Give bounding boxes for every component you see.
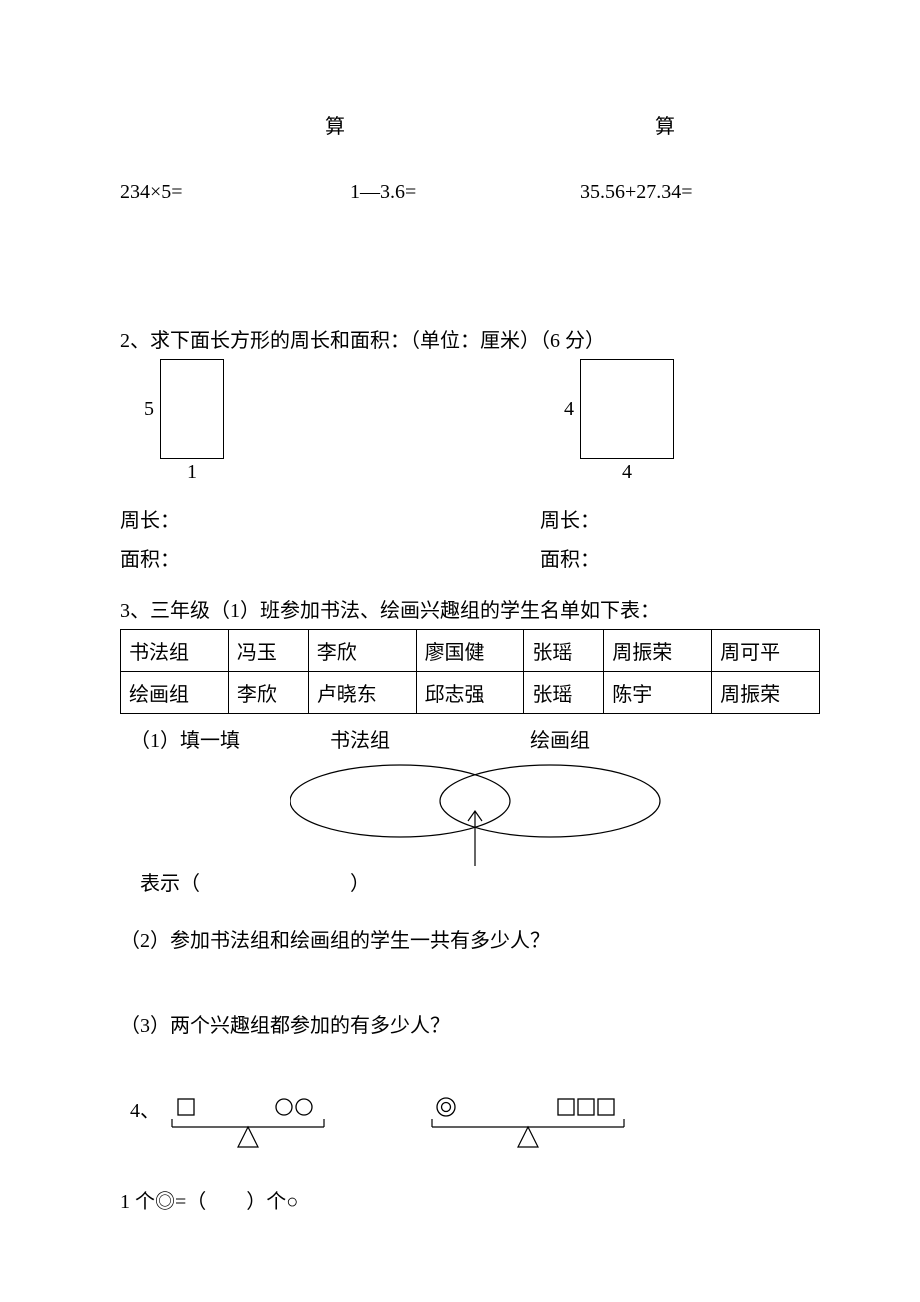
rect1-bottom-label: 1 — [160, 461, 224, 484]
table-cell: 张瑶 — [524, 672, 604, 714]
q4-equation: 1 个◎=（ ）个○ — [120, 1185, 820, 1214]
q3-sub1-label: （1）填一填 — [120, 724, 330, 753]
table-cell: 书法组 — [121, 630, 229, 672]
equation-1: 234×5= — [120, 181, 350, 204]
blank-space — [205, 873, 345, 895]
header-char-2: 算 — [550, 110, 780, 139]
table-cell: 周可平 — [712, 630, 820, 672]
venn-ellipse-right — [440, 765, 660, 837]
venn-diagram — [290, 761, 690, 871]
rect2-bottom-label: 4 — [580, 461, 674, 484]
blank-suffix: ） — [350, 873, 370, 895]
q4-prefix: 4、 — [130, 1094, 164, 1153]
balance-1 — [164, 1097, 334, 1153]
table-cell: 冯玉 — [228, 630, 308, 672]
circle-icon — [276, 1099, 292, 1115]
rect1-perimeter: 周长： — [120, 504, 540, 533]
venn-ellipse-left — [290, 765, 510, 837]
rect2-perimeter: 周长： — [540, 504, 600, 533]
blank-prefix: 表示（ — [140, 873, 200, 895]
venn-right-label: 绘画组 — [530, 724, 590, 753]
table-cell: 周振荣 — [604, 630, 712, 672]
q3-sub3: （3）两个兴趣组都参加的有多少人？ — [120, 1009, 820, 1038]
triangle-icon — [518, 1127, 538, 1147]
square-icon — [178, 1099, 194, 1115]
table-cell: 李欣 — [308, 630, 416, 672]
names-table: 书法组 冯玉 李欣 廖国健 张瑶 周振荣 周可平 绘画组 李欣 卢晓东 邱志强 … — [120, 629, 820, 714]
table-cell: 李欣 — [228, 672, 308, 714]
table-cell: 邱志强 — [416, 672, 524, 714]
circle-icon — [296, 1099, 312, 1115]
table-cell: 廖国健 — [416, 630, 524, 672]
table-cell: 绘画组 — [121, 672, 229, 714]
triangle-icon — [238, 1127, 258, 1147]
square-icon — [578, 1099, 594, 1115]
rectangle-1 — [160, 359, 224, 459]
venn-blank-row: 表示（ ） — [120, 867, 820, 896]
balance-2 — [424, 1097, 634, 1153]
table-cell: 周振荣 — [712, 672, 820, 714]
rectangle-2 — [580, 359, 674, 459]
rect1-side-label: 5 — [120, 398, 160, 421]
q3-sub2: （2）参加书法组和绘画组的学生一共有多少人？ — [120, 924, 820, 953]
table-cell: 张瑶 — [524, 630, 604, 672]
table-cell: 陈宇 — [604, 672, 712, 714]
equation-2: 1—3.6= — [350, 181, 580, 204]
q3-prompt: 3、三年级（1）班参加书法、绘画兴趣组的学生名单如下表： — [120, 594, 820, 623]
equation-row: 234×5= 1—3.6= 35.56+27.34= — [120, 181, 820, 204]
venn-left-label: 书法组 — [330, 724, 530, 753]
header-char-1: 算 — [120, 110, 550, 139]
table-row: 书法组 冯玉 李欣 廖国健 张瑶 周振荣 周可平 — [121, 630, 820, 672]
q2-prompt: 2、求下面长方形的周长和面积：（单位：厘米）（6 分） — [120, 324, 820, 353]
square-icon — [598, 1099, 614, 1115]
square-icon — [558, 1099, 574, 1115]
rect2-area: 面积： — [540, 543, 600, 572]
equation-3: 35.56+27.34= — [580, 181, 820, 204]
table-cell: 卢晓东 — [308, 672, 416, 714]
rect2-side-label: 4 — [540, 398, 580, 421]
rect1-area: 面积： — [120, 543, 540, 572]
table-row: 绘画组 李欣 卢晓东 邱志强 张瑶 陈宇 周振荣 — [121, 672, 820, 714]
double-circle-icon — [437, 1098, 455, 1116]
double-circle-inner-icon — [442, 1103, 451, 1112]
